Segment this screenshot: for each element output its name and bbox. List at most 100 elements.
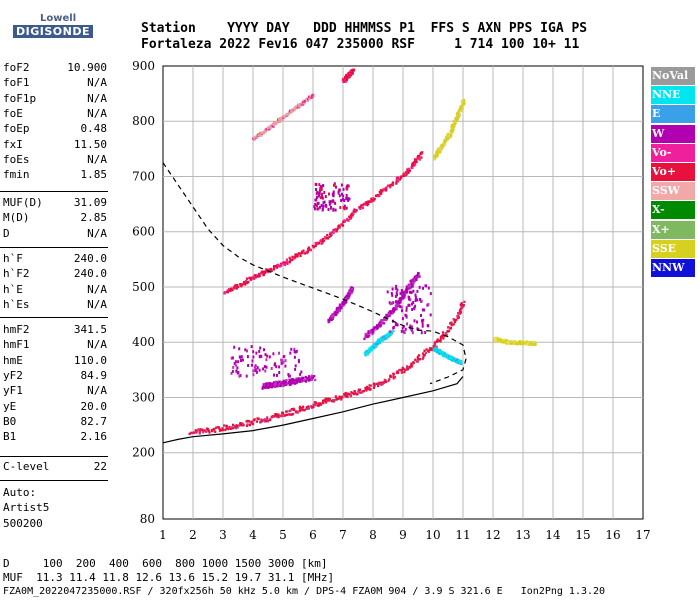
param-separator <box>0 317 108 318</box>
param-row-hmf1: hmF1 N/A <box>3 338 107 352</box>
echo-point <box>396 176 399 179</box>
echo-point <box>255 368 258 372</box>
echo-point <box>227 427 230 431</box>
echo-point <box>412 289 415 293</box>
echo-point <box>355 393 358 396</box>
echo-point <box>411 325 414 329</box>
echo-point <box>392 326 395 330</box>
echo-point <box>395 284 398 288</box>
echo-point <box>381 382 384 386</box>
echo-point <box>442 333 445 337</box>
echo-point <box>290 413 293 416</box>
echo-point <box>458 108 461 111</box>
footer-muf-line: MUF 11.3 11.4 11.8 12.6 13.6 15.2 19.7 3… <box>3 571 335 584</box>
echo-point <box>323 236 327 239</box>
echo-point <box>255 420 258 423</box>
echo-point <box>388 378 391 381</box>
echo-point <box>359 205 362 208</box>
echo-point <box>350 213 353 217</box>
echo-point <box>277 263 280 267</box>
echo-point <box>405 314 408 318</box>
echo-point <box>331 231 334 234</box>
echo-point <box>387 312 390 316</box>
echo-point <box>264 270 267 273</box>
echo-point <box>340 303 343 306</box>
echo-point <box>455 119 458 122</box>
echo-point <box>447 326 450 329</box>
echo-point <box>294 253 297 256</box>
echo-point <box>408 303 411 307</box>
echo-point <box>311 376 314 380</box>
echo-point <box>281 116 284 119</box>
echo-point <box>422 352 425 355</box>
echo-point <box>397 303 400 307</box>
echo-point <box>347 219 350 222</box>
echo-point <box>350 216 353 219</box>
y-tick-label: 80 <box>140 512 155 526</box>
echo-point <box>280 358 283 362</box>
echo-point <box>253 418 256 421</box>
echo-point <box>289 413 292 416</box>
echo-point <box>284 261 287 264</box>
echo-point <box>194 429 197 432</box>
echo-point <box>400 305 403 309</box>
echo-point <box>307 405 310 408</box>
echo-point <box>390 292 393 295</box>
echo-point <box>290 408 293 411</box>
echo-point <box>346 184 349 188</box>
echo-point <box>266 416 269 419</box>
echo-point <box>372 331 375 334</box>
echo-point <box>188 432 191 436</box>
echo-point <box>265 365 268 369</box>
echo-point <box>291 255 294 259</box>
echo-point <box>273 415 276 418</box>
echo-point <box>394 294 397 298</box>
param-row-fxi: fxI 11.50 <box>3 138 107 152</box>
echo-point <box>307 375 311 378</box>
echo-point <box>265 383 269 387</box>
echo-point <box>348 291 352 295</box>
param-label: foEp <box>3 122 30 136</box>
echo-point <box>360 204 363 207</box>
echo-point <box>525 343 528 346</box>
echo-point <box>328 235 331 238</box>
echo-point <box>444 332 447 335</box>
echo-point <box>395 181 398 184</box>
echo-point <box>275 365 278 369</box>
echo-point <box>257 417 260 420</box>
echo-point <box>418 158 421 161</box>
echo-point <box>417 275 421 278</box>
echo-point <box>280 382 283 386</box>
echo-point <box>269 418 272 422</box>
echo-point <box>368 334 371 337</box>
echo-point <box>322 204 325 208</box>
echo-point <box>304 375 307 379</box>
echo-point <box>301 408 304 411</box>
echo-point <box>401 295 404 298</box>
echo-point <box>517 342 520 345</box>
echo-point <box>233 362 236 365</box>
echo-point <box>245 374 248 378</box>
echo-point <box>440 334 443 338</box>
echo-point <box>400 371 403 374</box>
echo-point <box>417 271 420 275</box>
echo-point <box>314 244 317 248</box>
echo-point <box>460 302 463 305</box>
echo-point <box>250 363 253 367</box>
param-label: C-level <box>3 460 50 473</box>
param-value: 2.85 <box>80 211 108 225</box>
x-tick-label: 16 <box>605 528 620 542</box>
echo-point <box>528 341 531 344</box>
echo-point <box>452 128 455 131</box>
echo-point <box>343 299 346 303</box>
echo-point <box>338 194 341 198</box>
param-row-yf2: yF2 84.9 <box>3 369 107 383</box>
echo-point <box>422 356 425 359</box>
echo-point <box>454 116 457 120</box>
param-value: N/A <box>87 226 107 240</box>
echo-point <box>394 323 397 327</box>
param-label: h`Es <box>3 297 30 311</box>
echo-point <box>348 197 351 201</box>
param-separator <box>0 456 108 457</box>
echo-point <box>345 295 348 298</box>
